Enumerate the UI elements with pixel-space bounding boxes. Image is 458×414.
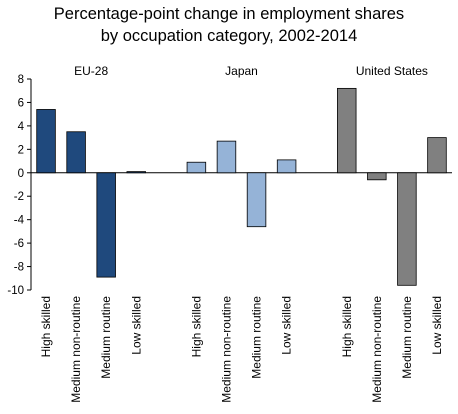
panel-label-0: EU-28	[74, 64, 108, 78]
category-label-1-3: Low skilled	[280, 296, 294, 355]
category-label-1-1: Medium non-routine	[219, 296, 233, 403]
chart-title-line-1: Percentage-point change in employment sh…	[53, 5, 405, 23]
chart-title: Percentage-point change in employment sh…	[0, 3, 458, 47]
panel-label-2: United States	[356, 64, 428, 78]
bar-1-3	[276, 159, 297, 174]
bar-1-2	[246, 172, 267, 228]
category-label-0-0: High skilled	[39, 296, 53, 357]
y-tick-label-6: -4	[14, 215, 25, 227]
category-label-2-2: Medium routine	[400, 296, 414, 379]
category-label-1-0: High skilled	[189, 296, 203, 357]
category-label-0-2: Medium routine	[99, 296, 113, 379]
chart-title-line-2: by occupation category, 2002-2014	[100, 27, 358, 45]
bar-0-3	[126, 171, 146, 174]
y-tick-label-7: -6	[14, 238, 24, 250]
y-tick-label-4: 0	[18, 168, 24, 180]
category-label-2-3: Low skilled	[430, 296, 444, 355]
y-tick-label-1: 6	[18, 97, 24, 109]
category-label-1-2: Medium routine	[250, 296, 264, 379]
bar-2-0	[337, 87, 357, 174]
panel-label-1: Japan	[225, 64, 258, 78]
y-tick-label-9: -10	[7, 285, 24, 297]
y-tick-label-5: -2	[14, 191, 24, 203]
category-label-2-0: High skilled	[340, 296, 354, 357]
bar-1-0	[186, 161, 207, 174]
bar-0-2	[96, 172, 116, 278]
bar-1-1	[216, 140, 237, 174]
bar-2-1	[367, 172, 387, 181]
category-label-2-1: Medium non-routine	[370, 296, 384, 403]
y-tick-label-3: 2	[18, 144, 24, 156]
bar-0-1	[66, 131, 86, 174]
bar-0-0	[36, 109, 56, 174]
bar-2-3	[427, 137, 447, 174]
category-label-0-1: Medium non-routine	[69, 296, 83, 403]
y-tick-label-8: -8	[14, 262, 24, 274]
category-label-0-3: Low skilled	[129, 296, 143, 355]
y-tick-label-0: 8	[18, 74, 24, 86]
y-tick-label-2: 4	[18, 121, 25, 133]
bar-2-2	[397, 172, 417, 286]
